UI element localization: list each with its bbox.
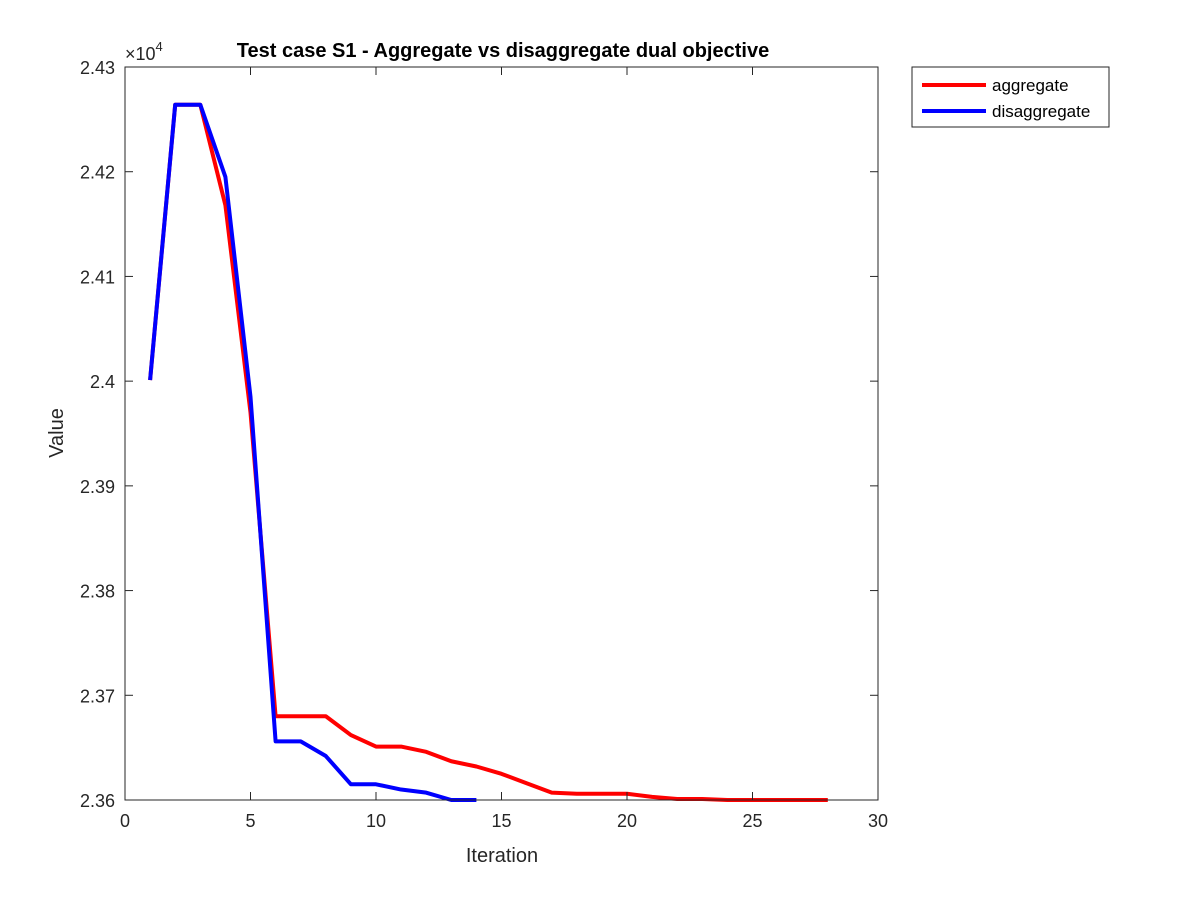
- x-axis-title: Iteration: [466, 845, 538, 867]
- legend-box: [911, 66, 1110, 128]
- y-tick-label: 2.37: [80, 686, 115, 706]
- y-tick-label: 2.38: [80, 582, 115, 602]
- y-tick-label: 2.43: [80, 58, 115, 78]
- y-axis-title: Value: [46, 408, 68, 458]
- y-tick-label: 2.41: [80, 267, 115, 287]
- x-tick-label: 30: [868, 811, 888, 831]
- x-tick-label: 15: [491, 811, 511, 831]
- x-axis: 0 5 10 15 20 25 30: [120, 67, 888, 831]
- chart-title: Test case S1 - Aggregate vs disaggregate…: [237, 40, 769, 62]
- legend-label-aggregate: aggregate: [992, 76, 1069, 95]
- legend-label-disaggregate: disaggregate: [992, 102, 1090, 121]
- x-tick-label: 0: [120, 811, 130, 831]
- series-layer: [148, 102, 828, 802]
- y-tick-label: 2.36: [80, 791, 115, 811]
- x-tick-label: 20: [617, 811, 637, 831]
- y-tick-label: 2.42: [80, 163, 115, 183]
- plot-area: [125, 67, 878, 800]
- y-axis: 2.36 2.37 2.38 2.39 2.4 2.41 2.42 2.43: [80, 58, 878, 811]
- x-tick-label: 25: [742, 811, 762, 831]
- x-tick-label: 10: [366, 811, 386, 831]
- x-tick-label: 5: [245, 811, 255, 831]
- y-axis-exponent: ×104: [125, 39, 163, 64]
- y-axis-exponent-power: 4: [156, 39, 163, 54]
- y-axis-exponent-base: ×10: [125, 44, 156, 64]
- y-tick-label: 2.4: [90, 372, 115, 392]
- series-line-disaggregate: [148, 102, 477, 802]
- y-tick-label: 2.39: [80, 477, 115, 497]
- legend: aggregate disaggregate: [911, 66, 1110, 128]
